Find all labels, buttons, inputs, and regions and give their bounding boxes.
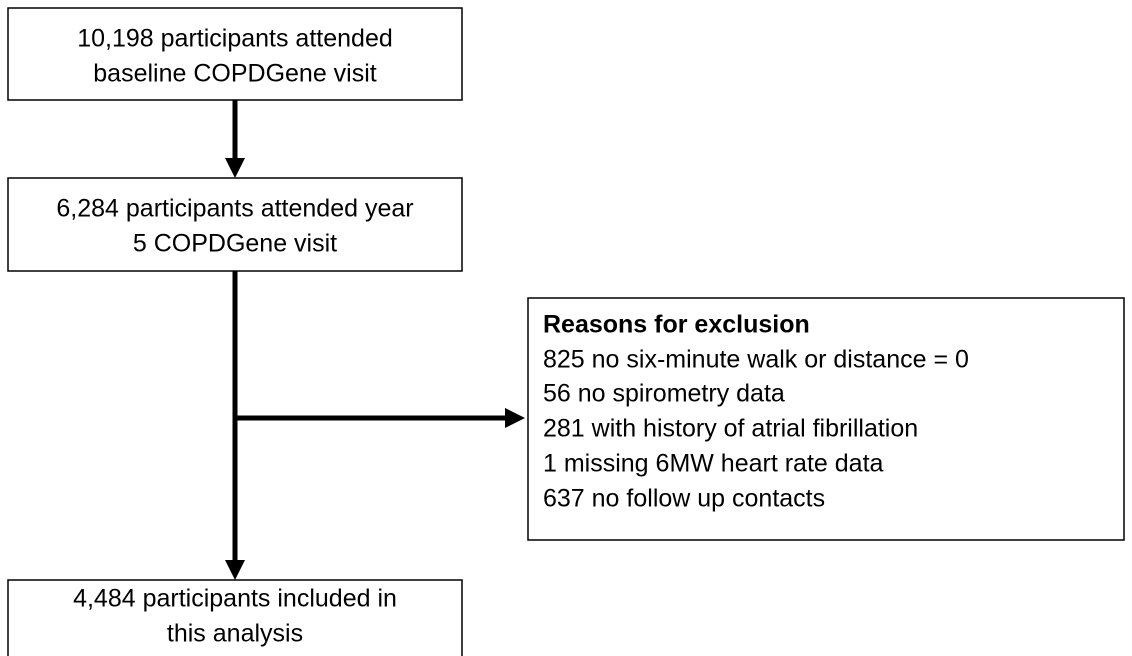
exclusion-item: 637 no follow up contacts	[543, 485, 825, 513]
node-text: baseline COPDGene visit	[93, 60, 377, 88]
node-box	[7, 177, 463, 272]
node-box	[7, 7, 463, 101]
exclusion-item: 825 no six-minute walk or distance = 0	[543, 346, 969, 374]
exclusion-box	[527, 297, 1125, 541]
node-text: this analysis	[167, 620, 303, 648]
node-box	[7, 579, 463, 656]
node-text: 4,484 participants included in	[73, 585, 397, 613]
exclusion-item: 281 with history of atrial fibrillation	[543, 415, 918, 443]
node-text: 10,198 participants attended	[77, 25, 393, 53]
node-text: 5 COPDGene visit	[133, 230, 337, 258]
exclusion-item: 56 no spirometry data	[543, 380, 785, 408]
exclusion-title: Reasons for exclusion	[543, 311, 810, 339]
exclusion-item: 1 missing 6MW heart rate data	[543, 450, 884, 478]
node-text: 6,284 participants attended year	[56, 195, 413, 223]
